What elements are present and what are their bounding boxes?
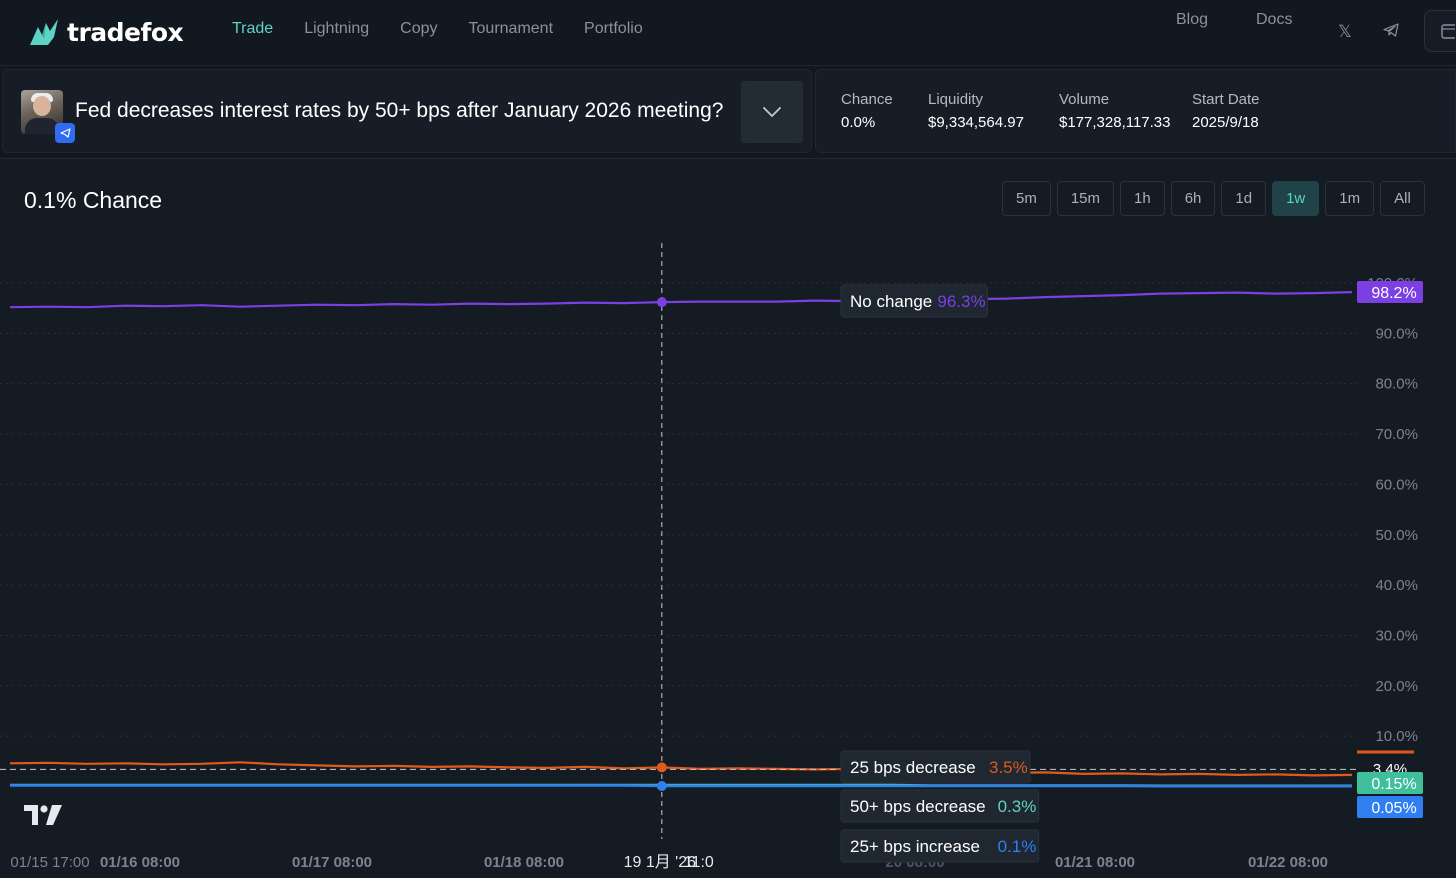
stat-chance-value: 0.0%: [841, 114, 876, 131]
y-tick-label: 40.0%: [1375, 577, 1418, 594]
y-tick-label: 10.0%: [1375, 728, 1418, 745]
hover-label-box: [840, 750, 1031, 784]
top-navigation: tradefox Trade Lightning Copy Tournament…: [0, 0, 1456, 66]
platform-badge-icon: [55, 123, 75, 143]
y-tick-label: 20.0%: [1375, 678, 1418, 695]
x-tick-label: 01/16 08:00: [100, 854, 180, 871]
y-tick-label: 50.0%: [1375, 527, 1418, 544]
x-tick-label: 01/15 17:00: [10, 854, 89, 871]
x-tick-label: 01/17 08:00: [292, 854, 372, 871]
stat-chance: Chance 0.0%: [841, 91, 893, 131]
crosshair-dot: [656, 762, 667, 773]
x-tick-label: 01/22 08:00: [1248, 854, 1328, 871]
hover-series-value: 96.3%: [937, 292, 985, 311]
hover-label-box: [840, 789, 1040, 823]
y-tick-label: 30.0%: [1375, 627, 1418, 644]
y-tick-label: 80.0%: [1375, 376, 1418, 393]
chart-panel: 0.1% Chance 5m 15m 1h 6h 1d 1w 1m All 10…: [0, 158, 1456, 878]
x-social-icon[interactable]: 𝕏: [1338, 22, 1352, 41]
hover-series-name: 25+ bps increase: [850, 837, 980, 856]
hover-series-name: No change: [850, 292, 932, 311]
stat-liquidity-value: $9,334,564.97: [928, 114, 1024, 131]
stat-liquidity: Liquidity $9,334,564.97: [928, 91, 1024, 131]
timeframe-all[interactable]: All: [1380, 181, 1425, 216]
market-dropdown-button[interactable]: [741, 81, 803, 143]
timeframe-1d[interactable]: 1d: [1221, 181, 1267, 216]
nav-trade[interactable]: Trade: [232, 20, 274, 37]
nav-portfolio[interactable]: Portfolio: [584, 20, 643, 37]
nav-lightning[interactable]: Lightning: [304, 20, 370, 37]
y-tick-label: 70.0%: [1375, 426, 1418, 443]
chevron-down-icon: [763, 107, 781, 117]
wallet-icon: [1441, 24, 1455, 39]
timeframe-15m[interactable]: 15m: [1056, 181, 1115, 216]
tradingview-logo-icon[interactable]: [22, 803, 64, 827]
main-nav: Trade Lightning Copy Tournament Portfoli…: [232, 20, 643, 38]
stat-start-date-label: Start Date: [1192, 91, 1260, 108]
series-line: [10, 784, 1352, 788]
timeframe-1m[interactable]: 1m: [1325, 181, 1375, 216]
timeframe-1h[interactable]: 1h: [1120, 181, 1165, 216]
series-line: [9, 761, 1353, 777]
fox-logo-icon: [30, 19, 58, 45]
nav-docs[interactable]: Docs: [1256, 11, 1293, 28]
hover-series-name: 25 bps decrease: [850, 758, 976, 777]
crosshair-time-label: 19 1月 '26: [624, 854, 697, 871]
hover-series-value: 3.5%: [989, 758, 1028, 777]
stat-start-date-value: 2025/9/18: [1192, 114, 1259, 131]
nav-blog[interactable]: Blog: [1176, 11, 1209, 28]
brand-name: tradefox: [67, 17, 184, 47]
series-line: [9, 291, 1353, 309]
market-title: Fed decreases interest rates by 50+ bps …: [75, 99, 724, 122]
market-header: Fed decreases interest rates by 50+ bps …: [2, 69, 812, 153]
timeframe-1w[interactable]: 1w: [1272, 181, 1320, 216]
crosshair-dot: [656, 297, 667, 308]
wallet-button[interactable]: [1424, 10, 1456, 52]
x-tick-label: 01/21 08:00: [1055, 854, 1135, 871]
market-stats: Chance 0.0% Liquidity $9,334,564.97 Volu…: [815, 69, 1456, 153]
last-value-text: 0.05%: [1371, 800, 1416, 817]
last-value-badge: [1357, 772, 1423, 794]
hover-series-value: 0.1%: [998, 837, 1037, 856]
telegram-icon[interactable]: [1383, 22, 1399, 38]
timeframe-6h[interactable]: 6h: [1170, 181, 1216, 216]
stat-volume: Volume $177,328,117.33: [1059, 91, 1171, 131]
stat-volume-label: Volume: [1059, 91, 1110, 108]
timeframe-5m[interactable]: 5m: [1002, 181, 1051, 216]
crosshair-dot: [656, 780, 667, 791]
crosshair-time-bg: [589, 847, 734, 877]
last-value-badge: [1357, 281, 1423, 303]
stat-start-date: Start Date 2025/9/18: [1192, 91, 1260, 131]
x-tick-label: 01/18 08:00: [484, 854, 564, 871]
last-value-text: 0.15%: [1371, 776, 1416, 793]
stat-liquidity-label: Liquidity: [928, 91, 984, 108]
hover-label-box: [840, 829, 1040, 863]
nav-tournament[interactable]: Tournament: [468, 20, 554, 37]
y-tick-label: 90.0%: [1375, 325, 1418, 342]
stat-volume-value: $177,328,117.33: [1059, 114, 1171, 131]
hover-label-box: [840, 284, 988, 318]
last-value-text: 98.2%: [1371, 285, 1416, 302]
hover-series-value: 0.3%: [998, 797, 1037, 816]
logo[interactable]: tradefox: [28, 14, 184, 50]
stat-chance-label: Chance: [841, 91, 893, 108]
nav-copy[interactable]: Copy: [400, 20, 438, 37]
crosshair-time-partial: 11:0: [684, 854, 714, 871]
timeframe-selector: 5m 15m 1h 6h 1d 1w 1m All: [1002, 181, 1425, 216]
y-tick-label: 60.0%: [1375, 476, 1418, 493]
chart-title: 0.1% Chance: [24, 187, 163, 213]
hover-series-name: 50+ bps decrease: [850, 797, 986, 816]
last-value-badge: [1357, 796, 1423, 818]
price-chart[interactable]: 100.0%90.0%80.0%70.0%60.0%50.0%40.0%30.0…: [0, 159, 1456, 878]
